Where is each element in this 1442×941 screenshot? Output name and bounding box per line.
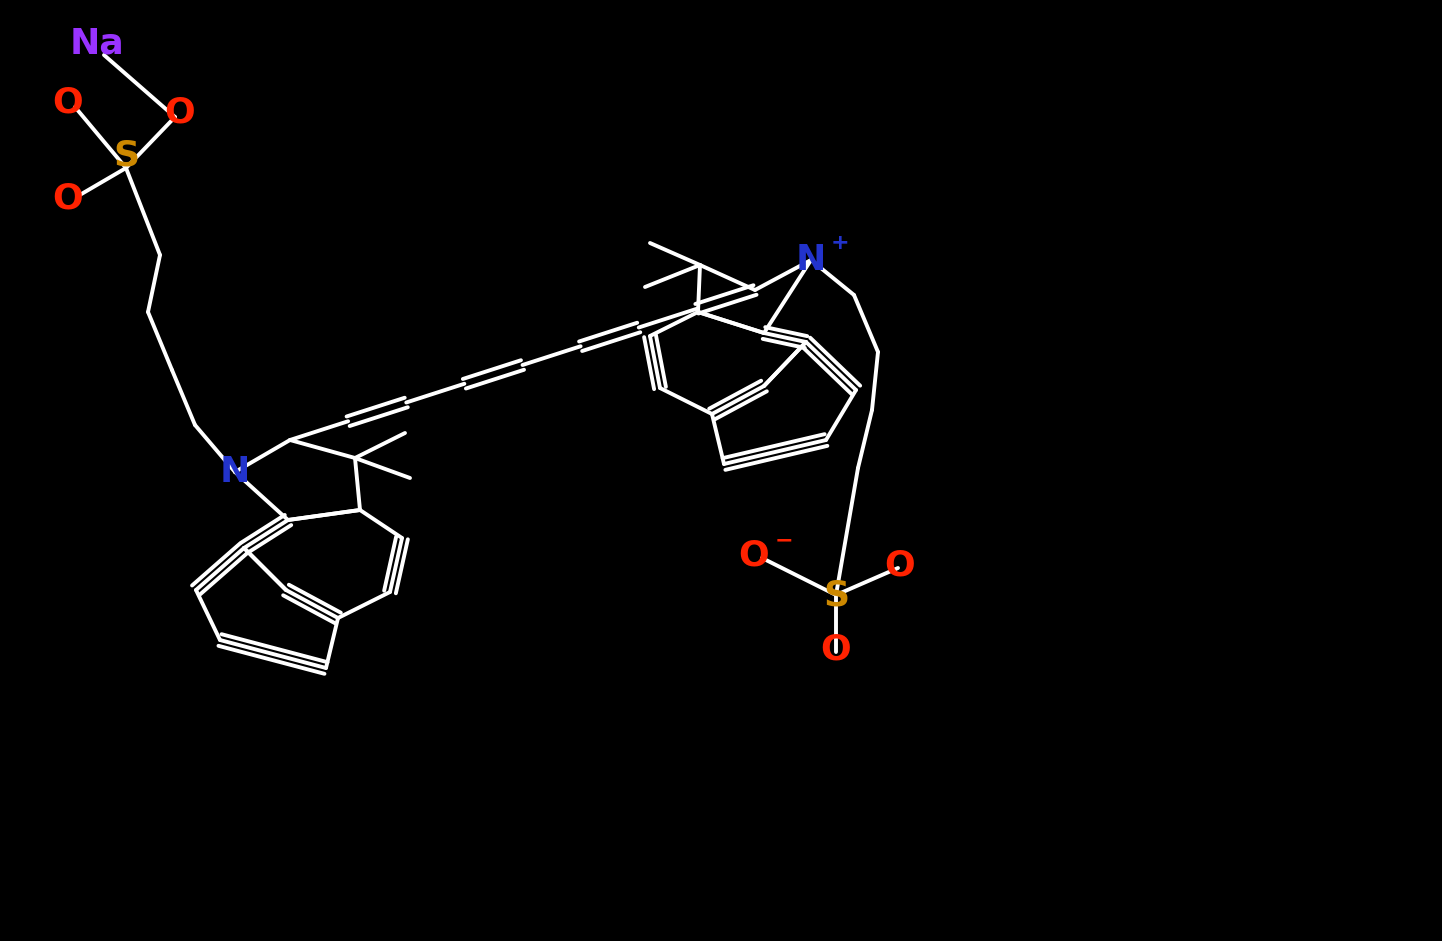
Text: O: O — [52, 85, 84, 119]
Text: −: − — [774, 530, 793, 550]
Text: N: N — [219, 455, 251, 489]
Text: O: O — [52, 181, 84, 215]
Text: O: O — [164, 95, 195, 129]
Text: S: S — [823, 578, 849, 612]
Text: +: + — [831, 233, 849, 253]
Text: Na: Na — [69, 26, 124, 60]
Text: O: O — [884, 548, 916, 582]
Text: N: N — [796, 243, 826, 277]
Text: O: O — [738, 538, 770, 572]
Text: O: O — [820, 633, 851, 667]
Text: S: S — [112, 138, 138, 172]
